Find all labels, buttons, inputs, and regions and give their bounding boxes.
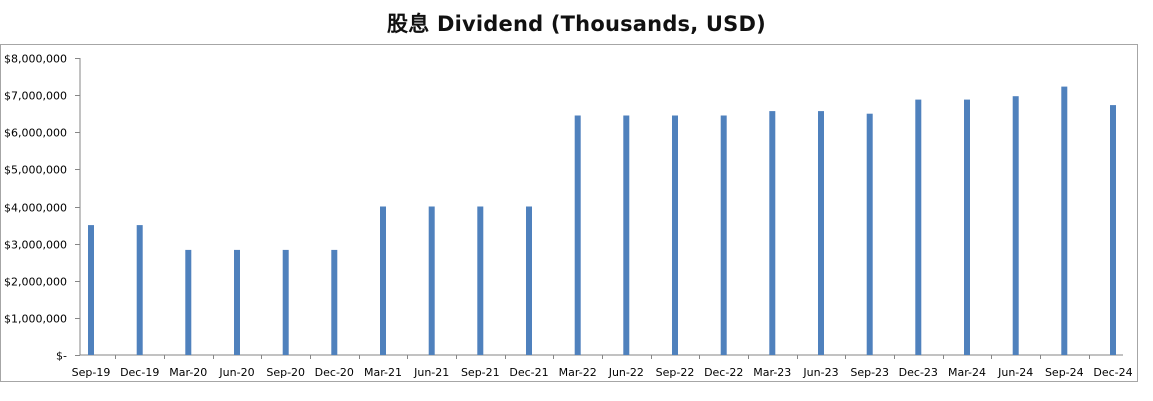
y-tick-label: $1,000,000 bbox=[4, 313, 67, 326]
x-tick-label: Mar-22 bbox=[559, 366, 597, 379]
bar bbox=[818, 111, 824, 355]
bar bbox=[720, 115, 727, 355]
y-tick-label: $3,000,000 bbox=[4, 239, 67, 252]
x-tick-label: Sep-21 bbox=[461, 366, 500, 379]
bar bbox=[234, 249, 240, 355]
x-tick-label: Mar-23 bbox=[753, 366, 791, 379]
bar bbox=[428, 206, 435, 355]
x-tick-label: Jun-23 bbox=[802, 366, 838, 379]
x-tick-label: Mar-24 bbox=[948, 366, 986, 379]
x-tick-label: Sep-20 bbox=[266, 366, 305, 379]
x-tick-label: Sep-19 bbox=[72, 366, 111, 379]
x-tick-label: Dec-20 bbox=[315, 366, 354, 379]
x-tick-label: Jun-20 bbox=[218, 366, 254, 379]
bar bbox=[88, 225, 94, 355]
x-tick-label: Mar-20 bbox=[169, 366, 207, 379]
y-tick-label: $- bbox=[56, 350, 67, 363]
x-tick-label: Sep-23 bbox=[850, 366, 889, 379]
x-tick-label: Jun-21 bbox=[413, 366, 449, 379]
bar bbox=[136, 225, 143, 355]
x-tick-label: Dec-19 bbox=[120, 366, 159, 379]
bar bbox=[1012, 96, 1019, 355]
bar bbox=[1061, 86, 1068, 355]
bar bbox=[380, 206, 386, 355]
chart-title: 股息 Dividend (Thousands, USD) bbox=[387, 12, 766, 36]
x-tick-label: Mar-21 bbox=[364, 366, 402, 379]
bar bbox=[866, 113, 873, 355]
x-tick-label: Jun-24 bbox=[997, 366, 1033, 379]
y-tick-label: $5,000,000 bbox=[4, 164, 67, 177]
x-tick-label: Dec-22 bbox=[704, 366, 743, 379]
bar bbox=[964, 99, 970, 355]
y-tick-label: $2,000,000 bbox=[4, 276, 67, 289]
x-tick-label: Jun-22 bbox=[608, 366, 644, 379]
y-tick-label: $7,000,000 bbox=[4, 90, 67, 103]
bar bbox=[574, 115, 581, 355]
y-tick-label: $8,000,000 bbox=[4, 53, 67, 66]
bar bbox=[915, 99, 922, 355]
bar bbox=[672, 115, 678, 355]
bar bbox=[623, 115, 630, 355]
x-tick-label: Dec-23 bbox=[899, 366, 938, 379]
bar bbox=[526, 206, 532, 355]
bar bbox=[282, 249, 289, 355]
bar bbox=[331, 249, 338, 355]
x-tick-label: Dec-24 bbox=[1093, 366, 1132, 379]
x-tick-label: Sep-24 bbox=[1045, 366, 1084, 379]
bar bbox=[769, 111, 776, 355]
x-tick-label: Dec-21 bbox=[509, 366, 548, 379]
bar bbox=[1110, 105, 1116, 355]
y-tick-label: $4,000,000 bbox=[4, 202, 67, 215]
bar bbox=[185, 249, 192, 355]
y-tick-label: $6,000,000 bbox=[4, 127, 67, 140]
bar bbox=[477, 206, 484, 355]
x-tick-label: Sep-22 bbox=[656, 366, 695, 379]
